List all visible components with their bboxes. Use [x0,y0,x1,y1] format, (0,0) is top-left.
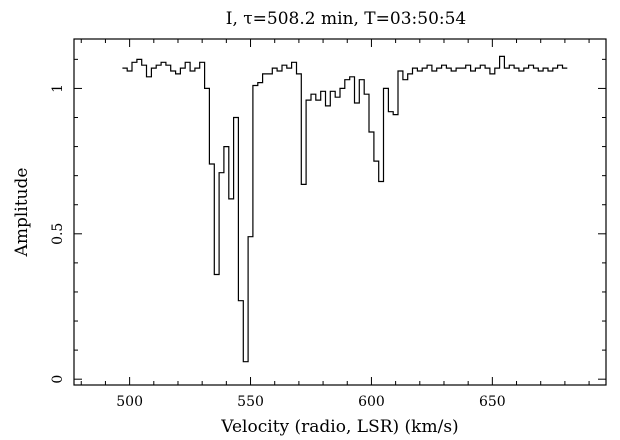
y-tick-label: 0.5 [50,223,66,245]
x-tick-label: 600 [358,394,385,410]
y-tick-label: 1 [50,84,66,93]
x-tick-label: 550 [237,394,264,410]
y-axis-label: Amplitude [12,168,32,258]
x-tick-label: 500 [116,394,143,410]
chart-title: I, τ=508.2 min, T=03:50:54 [226,9,467,29]
y-tick-label: 0 [50,375,66,384]
x-tick-label: 650 [479,394,506,410]
x-axis: 500 550 600 650 [80,39,590,410]
x-axis-label: Velocity (radio, LSR) (km/s) [220,417,458,437]
spectrum-series-line [122,55,568,363]
y-axis: 00.51 [50,58,606,384]
plot-frame [73,38,607,386]
